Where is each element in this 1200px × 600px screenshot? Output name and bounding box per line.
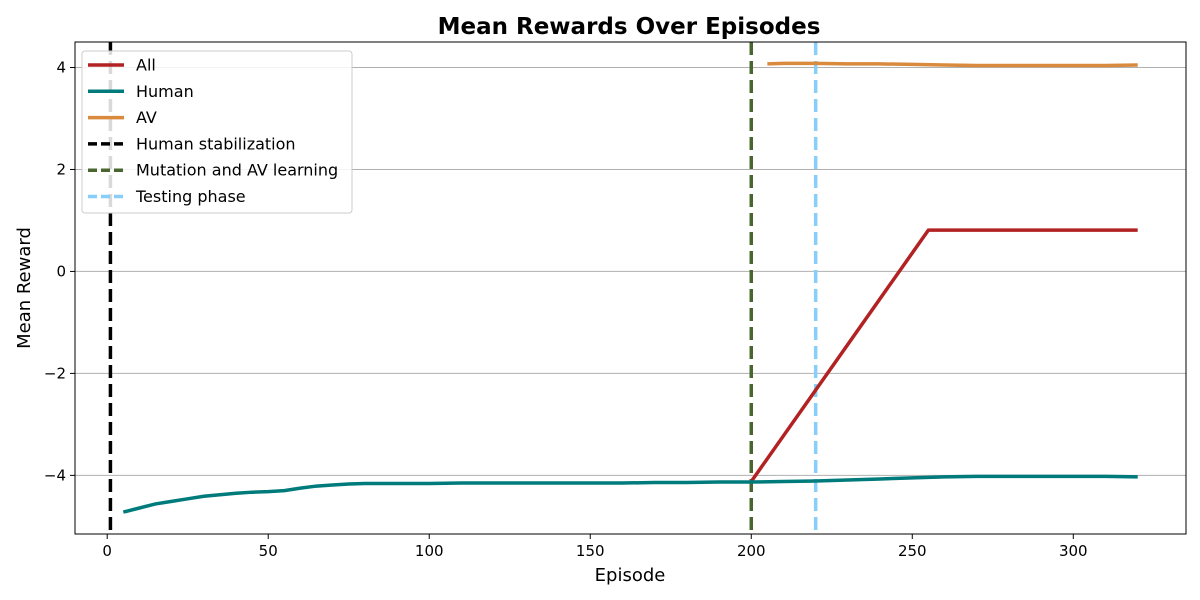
x-tick-label: 50 [259, 542, 278, 560]
x-tick-label: 200 [737, 542, 766, 560]
series-lines [122, 61, 1138, 514]
x-tick-label: 150 [576, 542, 605, 560]
legend-label: Human stabilization [136, 134, 296, 153]
x-axis-ticks: 0 50 100 150 200 250 300 [102, 534, 1088, 560]
y-tick-label: −4 [44, 466, 66, 484]
legend-label: Human [136, 82, 194, 101]
y-tick-label: 4 [56, 58, 66, 76]
series-line-human [122, 474, 1138, 514]
legend-label: AV [136, 108, 157, 127]
plot-area-frame [74, 41, 1187, 535]
x-tick-label: 100 [415, 542, 444, 560]
x-axis-title: Episode [595, 565, 666, 586]
chart-title: Mean Rewards Over Episodes [438, 14, 821, 40]
y-axis-title: Mean Reward [14, 227, 35, 349]
x-tick-label: 250 [898, 542, 927, 560]
y-tick-label: −2 [44, 364, 66, 382]
y-axis-ticks: −4 −2 0 2 4 [44, 58, 75, 484]
x-tick-label: 0 [102, 542, 112, 560]
legend: All Human AV Human stabilization Mutation an… [81, 50, 353, 214]
series-line-all [749, 228, 1138, 483]
x-tick-label: 300 [1059, 542, 1088, 560]
legend-label: Mutation and AV learning [136, 161, 338, 180]
y-tick-label: 0 [56, 262, 66, 280]
legend-label: Testing phase [135, 187, 246, 206]
series-line-av [767, 61, 1138, 68]
legend-box [81, 50, 353, 214]
y-tick-label: 2 [56, 160, 66, 178]
legend-label: All [136, 56, 156, 75]
